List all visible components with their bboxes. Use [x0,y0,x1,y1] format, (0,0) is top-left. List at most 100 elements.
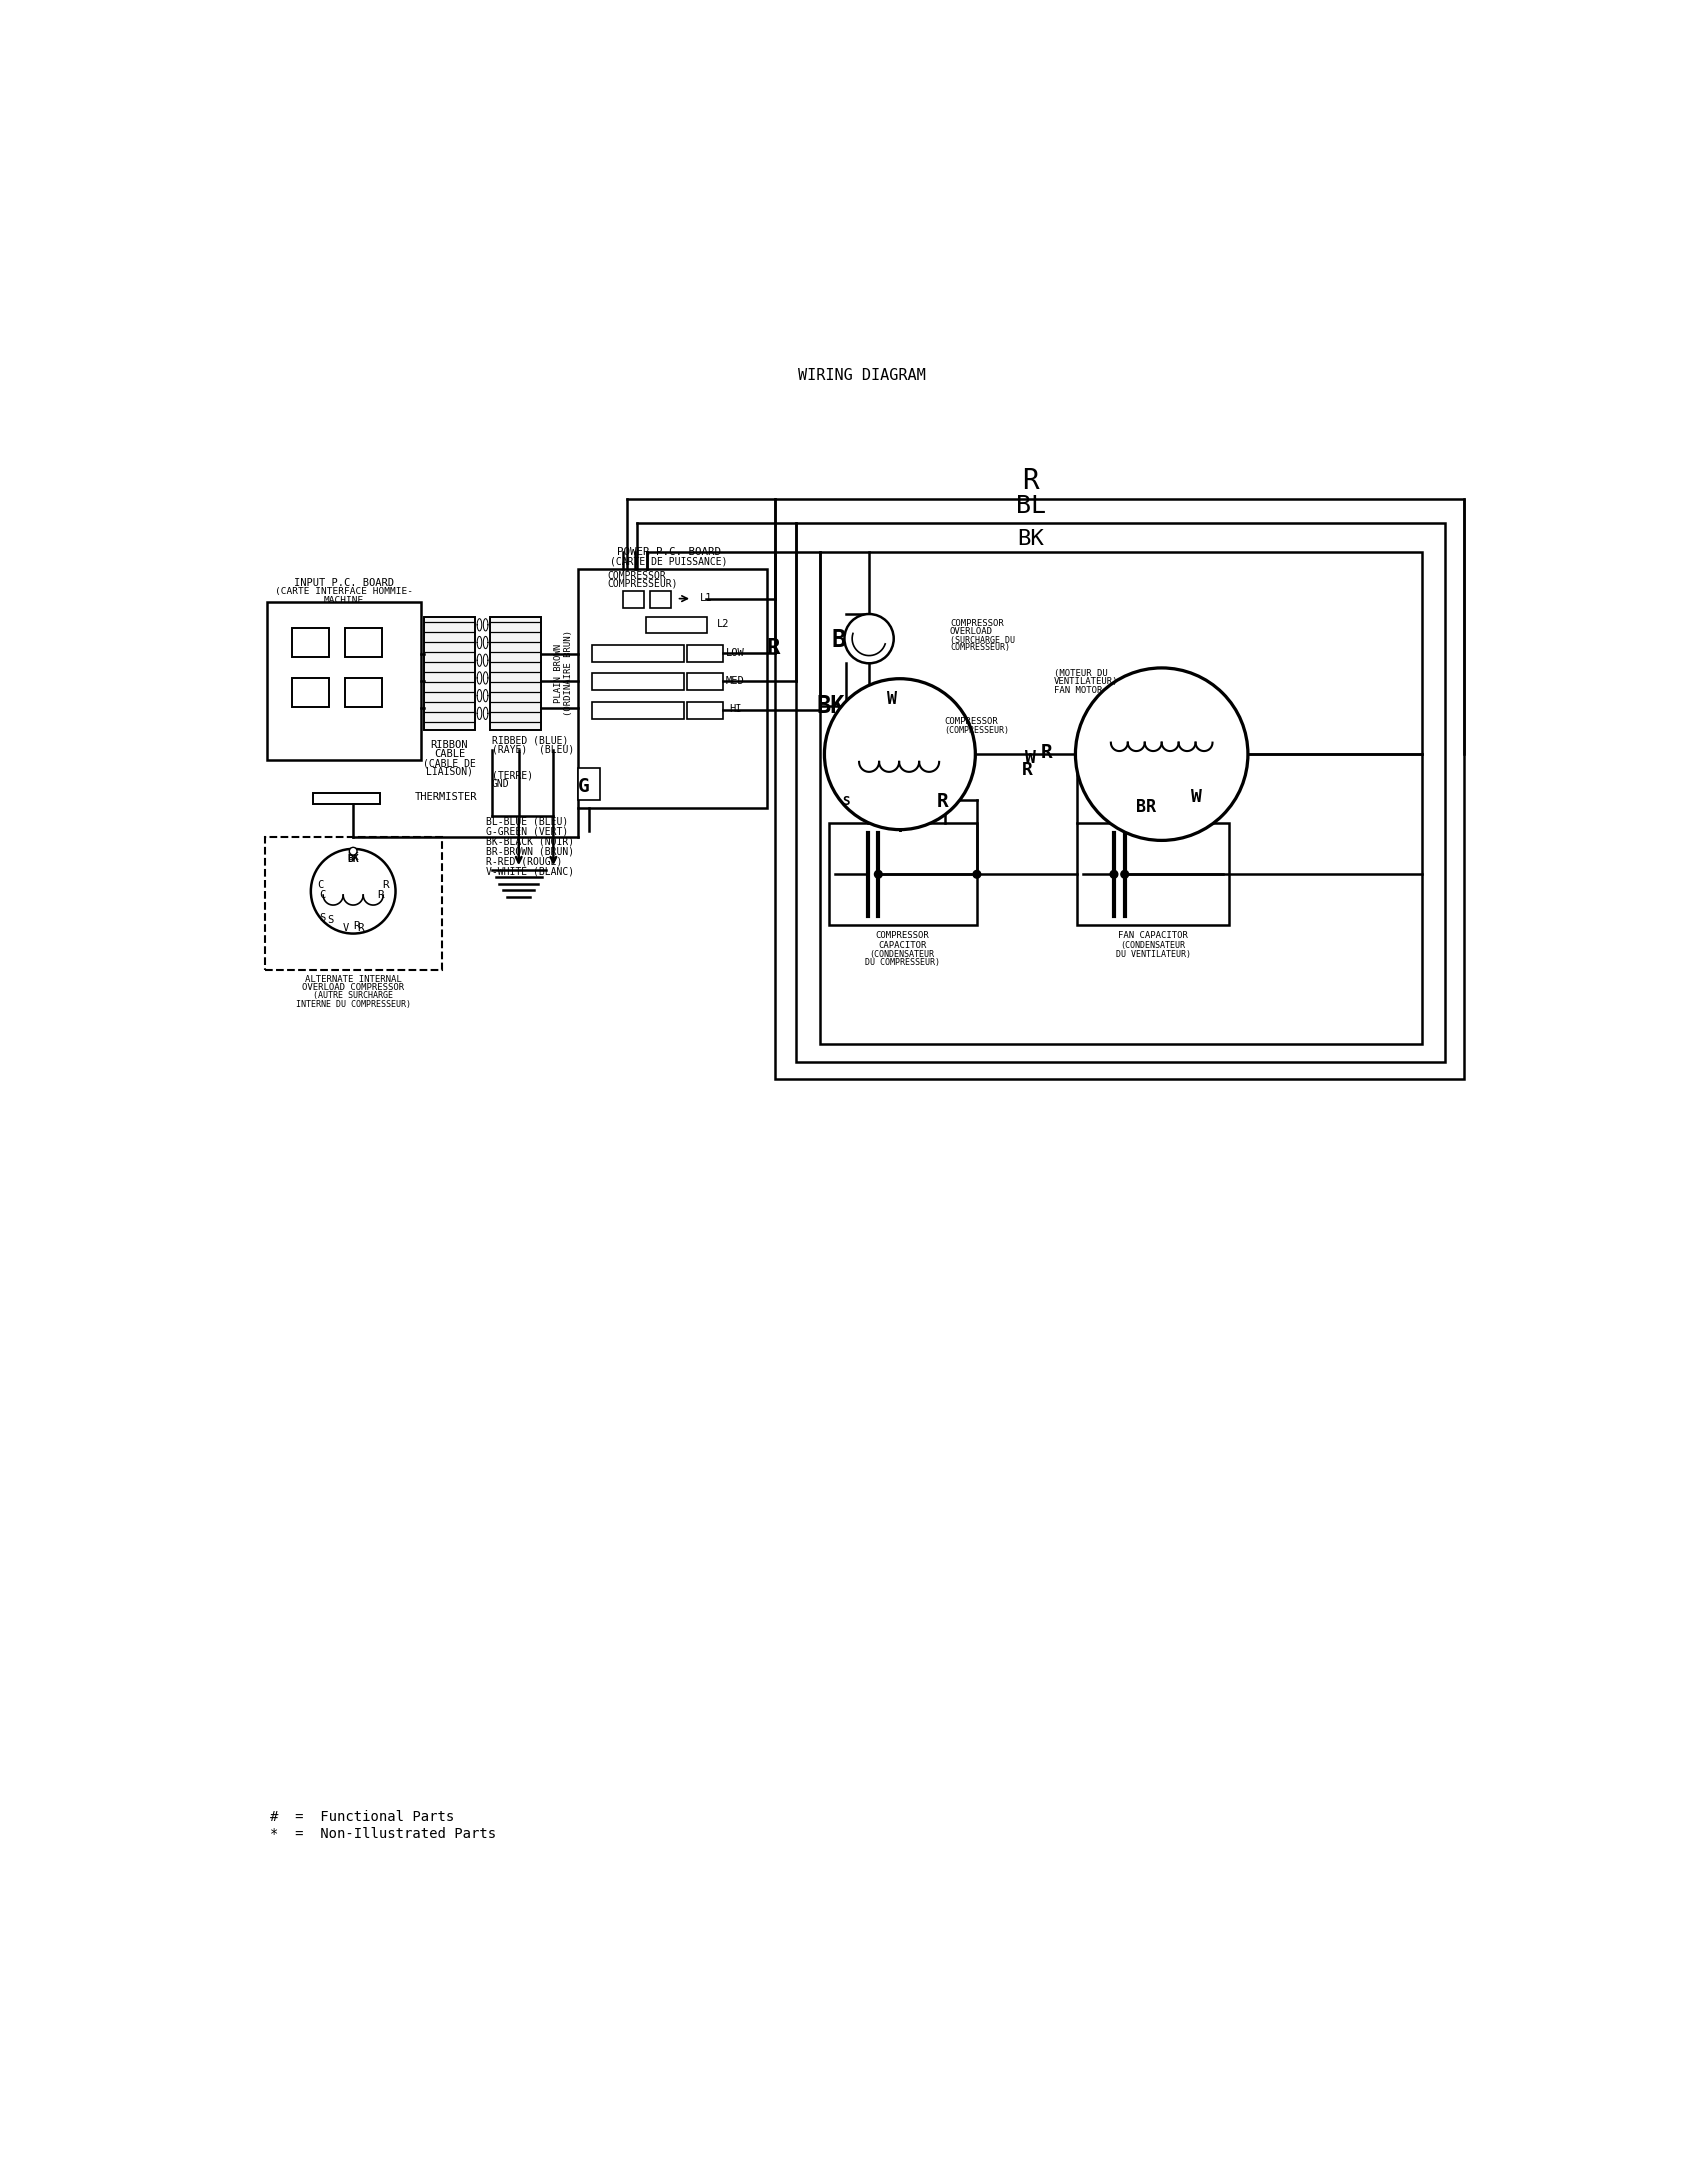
Text: BK: BK [816,695,844,719]
Text: VENTILATEUR): VENTILATEUR) [1053,677,1119,686]
Text: (CONDENSATEUR: (CONDENSATEUR [870,950,934,958]
Bar [649,590,671,608]
Text: BL-BLUE (BLEU): BL-BLUE (BLEU) [486,817,567,828]
Text: *  =  Non-Illustrated Parts: * = Non-Illustrated Parts [269,1827,496,1840]
Text: COMPRESSOR: COMPRESSOR [944,717,997,725]
Text: BL: BL [1016,494,1045,518]
Text: INTERNE DU COMPRESSEUR): INTERNE DU COMPRESSEUR) [296,1000,410,1008]
Text: V: V [341,923,348,932]
Text: (CARTE DE PUISSANCE): (CARTE DE PUISSANCE) [611,558,727,566]
Bar [264,836,441,969]
Text: S: S [841,795,849,808]
Text: ALTERNATE INTERNAL: ALTERNATE INTERNAL [304,974,402,984]
Bar [1076,823,1230,926]
Text: C: C [320,891,325,900]
Text: WIRING DIAGRAM: WIRING DIAGRAM [797,368,925,383]
Text: BK: BK [1018,529,1043,549]
Circle shape [875,871,881,878]
Text: BR: BR [1135,797,1156,815]
Text: S: S [326,915,333,926]
Text: L1: L1 [700,592,711,603]
Text: FAN CAPACITOR: FAN CAPACITOR [1117,932,1187,941]
Text: COMPRESSOR: COMPRESSOR [949,619,1002,627]
Text: (COMPRESSEUR): (COMPRESSEUR) [944,725,1009,734]
Bar [796,523,1445,1063]
Bar [424,616,474,730]
Text: (CABLE DE: (CABLE DE [422,758,476,769]
Text: (SURCHARGE DU: (SURCHARGE DU [949,636,1014,645]
Circle shape [350,847,357,856]
Text: PLAIN BROWN
(ORDINAIRE BRUN): PLAIN BROWN (ORDINAIRE BRUN) [553,629,574,717]
Text: (CARTE INTERFACE HOMMIE-: (CARTE INTERFACE HOMMIE- [274,588,412,597]
Text: HI: HI [728,703,740,714]
Text: INPUT P.C. BOARD: INPUT P.C. BOARD [294,577,394,588]
Text: BK: BK [346,852,358,862]
Text: BR-BROWN (BRUN): BR-BROWN (BRUN) [486,847,574,856]
Text: R: R [767,638,780,658]
Text: CAPACITOR: CAPACITOR [878,941,925,950]
Bar [577,568,767,808]
Text: COMPRESSEUR): COMPRESSEUR) [607,577,678,588]
Text: G: G [579,778,590,795]
Bar [577,769,599,799]
Text: C: C [318,880,323,891]
Circle shape [1075,669,1246,841]
Text: MACHINE: MACHINE [323,595,363,605]
Text: R-RED (ROUGE): R-RED (ROUGE) [486,856,562,867]
Text: MED: MED [725,675,743,686]
Text: (RAYE)  (BLEU): (RAYE) (BLEU) [491,745,574,754]
Text: THERMISTER: THERMISTER [414,793,478,802]
Bar [686,673,722,690]
Text: W: W [1191,788,1201,806]
Text: S: S [320,913,325,923]
Bar [291,677,328,708]
Text: (TERRE): (TERRE) [491,771,533,780]
Bar [313,793,380,804]
Text: OVERLOAD: OVERLOAD [949,627,992,636]
Bar [829,823,976,926]
Bar [686,701,722,719]
Bar [592,645,685,662]
Text: DU VENTILATEUR): DU VENTILATEUR) [1115,950,1189,958]
Text: CABLE: CABLE [434,749,464,760]
Text: R: R [377,891,383,900]
Circle shape [1110,871,1117,878]
Text: R: R [353,921,360,930]
Bar [489,616,540,730]
Text: R: R [1021,760,1031,778]
Text: DU COMPRESSEUR): DU COMPRESSEUR) [865,958,939,967]
Text: #  =  Functional Parts: # = Functional Parts [269,1810,454,1823]
Bar [592,701,685,719]
Text: RIBBED (BLUE): RIBBED (BLUE) [491,736,569,745]
Text: FAN MOTOR: FAN MOTOR [1053,686,1102,695]
Text: R: R [935,793,947,812]
Text: BK: BK [831,627,860,651]
Bar [622,590,644,608]
Text: LIAISON): LIAISON) [426,767,473,778]
Bar [592,673,685,690]
Bar [267,601,420,760]
Text: COMPRESSOR: COMPRESSOR [875,932,928,941]
Text: GND: GND [491,780,510,788]
Text: L2: L2 [717,619,728,629]
Circle shape [824,680,976,830]
Bar [775,499,1463,1078]
Text: (MOTEUR DU: (MOTEUR DU [1053,669,1107,677]
Bar [291,627,328,658]
Text: BK-BLACK (NOIR): BK-BLACK (NOIR) [486,836,574,847]
Text: COMPRESSOR: COMPRESSOR [607,571,666,582]
Circle shape [972,871,981,878]
Text: W: W [1024,749,1036,767]
Text: R: R [1039,743,1051,762]
Text: BK: BK [346,854,358,865]
Text: (AUTRE SURCHARGE: (AUTRE SURCHARGE [313,991,394,1000]
Circle shape [311,849,395,934]
Bar [819,553,1421,1043]
Text: R: R [382,880,389,891]
Text: LOW: LOW [725,647,743,658]
Text: (CONDENSATEUR: (CONDENSATEUR [1120,941,1186,950]
Circle shape [844,614,893,664]
Text: G-GREEN (VERT): G-GREEN (VERT) [486,828,567,836]
Text: V-WHITE (BLANC): V-WHITE (BLANC) [486,867,574,878]
Circle shape [1120,871,1129,878]
